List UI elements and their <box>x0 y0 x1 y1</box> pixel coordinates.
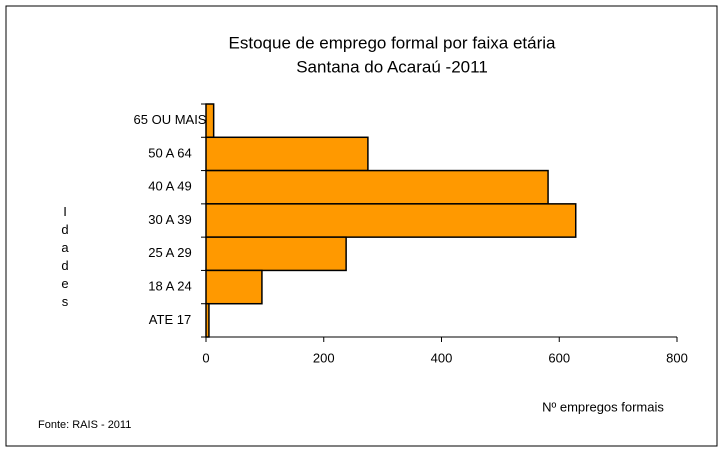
y-tick-label: 25 A 29 <box>148 245 191 260</box>
y-tick-label: 65 OU MAIS <box>134 112 207 127</box>
bar <box>205 103 215 139</box>
bar <box>205 136 369 172</box>
x-tick-label: 800 <box>666 350 688 365</box>
bar <box>205 169 549 205</box>
chart-title: Estoque de emprego formal por faixa etár… <box>229 33 557 52</box>
bar <box>205 269 263 305</box>
source-note: Fonte: RAIS - 2011 <box>38 419 131 431</box>
x-tick-label: 600 <box>548 350 570 365</box>
y-tick-label: 18 A 24 <box>148 279 191 294</box>
x-tick-label: 400 <box>431 350 453 365</box>
x-tick-label: 200 <box>313 350 335 365</box>
y-tick-label: 30 A 39 <box>148 212 191 227</box>
y-tick-label: 50 A 64 <box>148 145 191 160</box>
bar <box>205 236 347 272</box>
y-tick-label: ATE 17 <box>149 312 191 327</box>
y-tick-label: 40 A 49 <box>148 179 191 194</box>
chart-subtitle: Santana do Acaraú -2011 <box>296 57 488 76</box>
x-tick-label: 0 <box>202 350 209 365</box>
bar <box>205 203 577 238</box>
x-axis-label: Nº empregos formais <box>542 399 664 414</box>
